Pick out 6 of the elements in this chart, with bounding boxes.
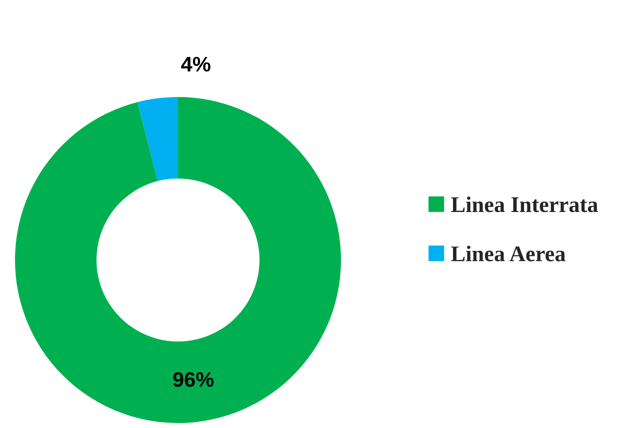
legend-label: Linea Aerea (451, 246, 566, 262)
legend-label: Linea Interrata (451, 196, 598, 212)
data-label: 4% (181, 56, 210, 72)
donut-slice (137, 97, 178, 182)
donut-slice (15, 97, 341, 423)
data-label: 96% (173, 372, 214, 387)
